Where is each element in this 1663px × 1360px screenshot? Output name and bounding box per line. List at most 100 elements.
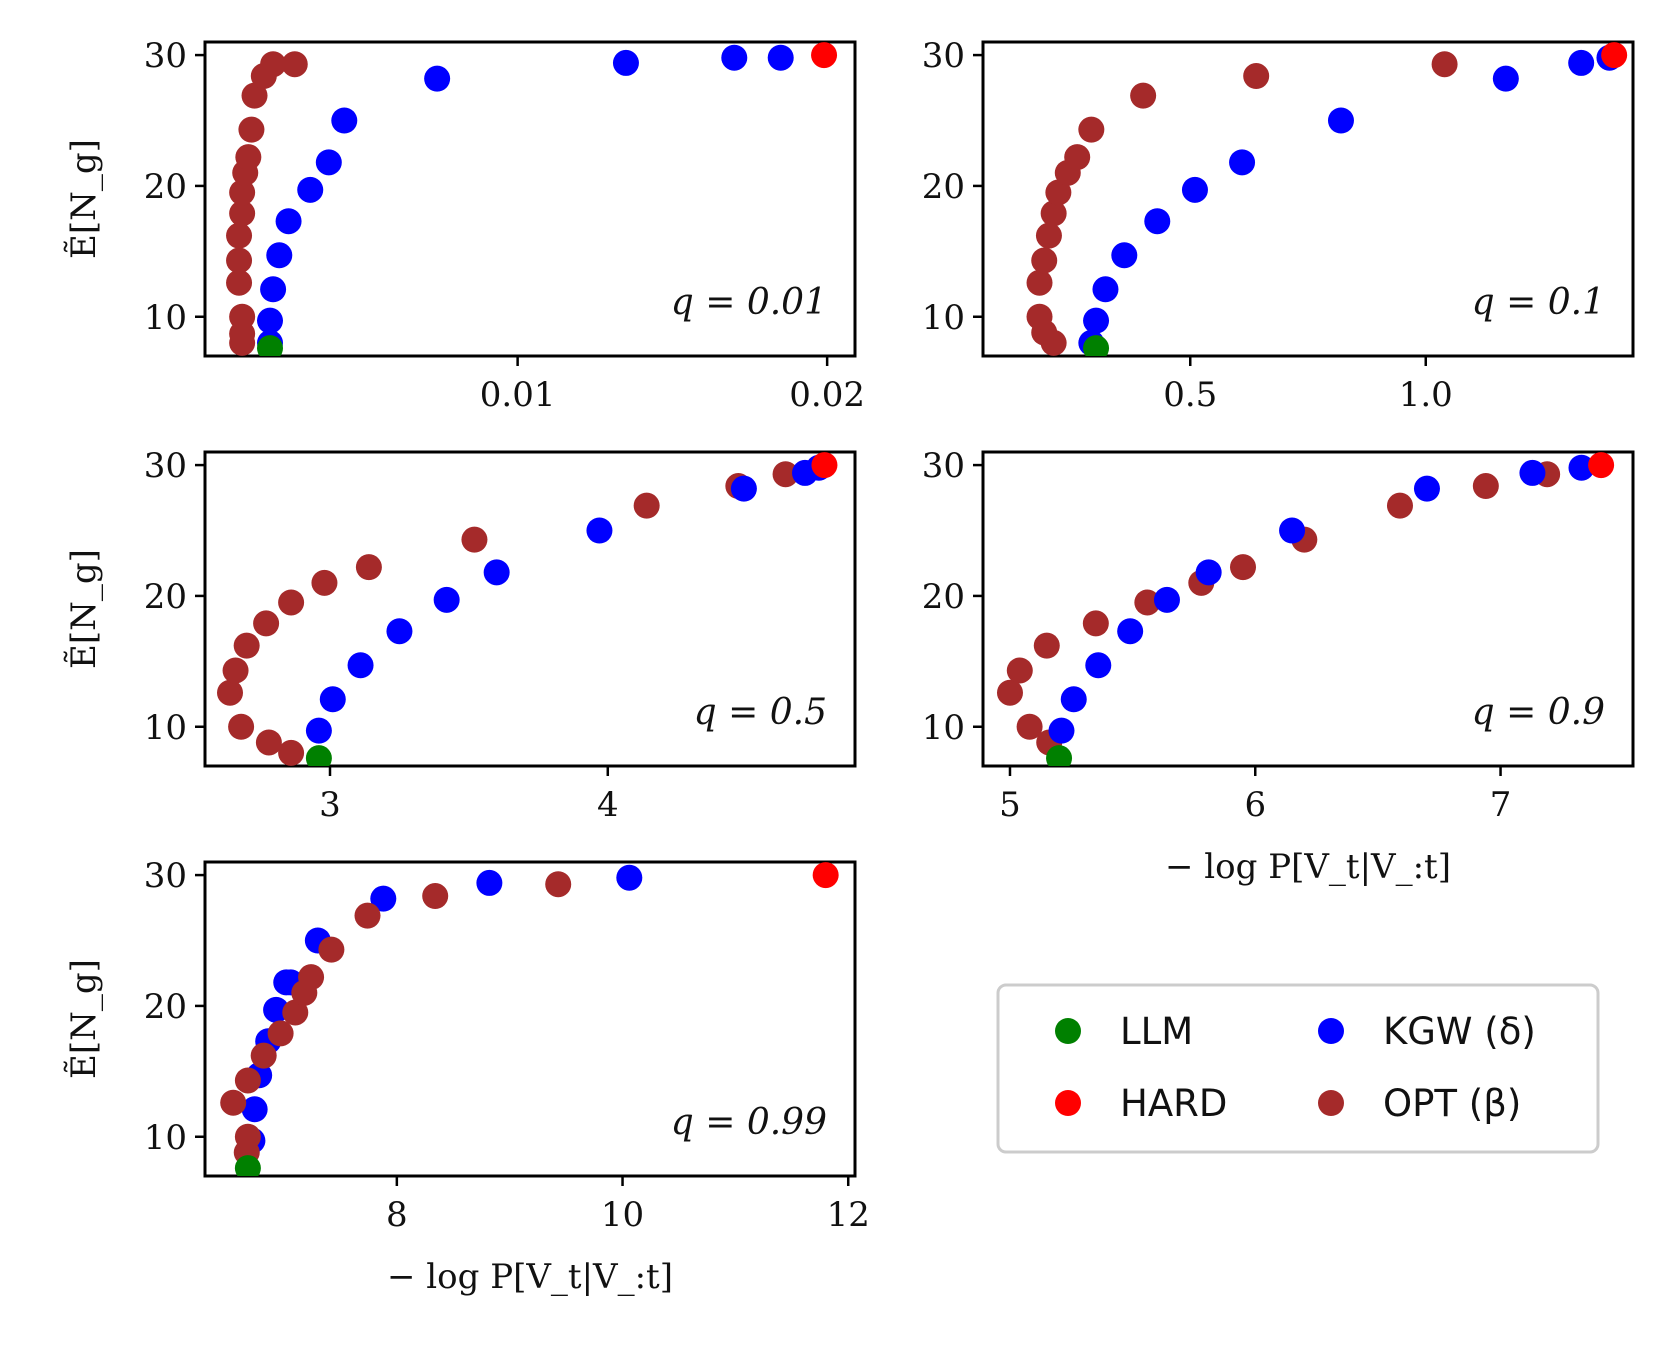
y-tick-label: 30 <box>922 446 965 486</box>
point-kgw <box>305 717 332 744</box>
point-opt <box>1431 51 1458 78</box>
legend-label-hard: HARD <box>1120 1082 1227 1125</box>
y-tick-label: 20 <box>144 167 187 207</box>
point-kgw <box>1492 65 1519 92</box>
point-opt <box>260 51 287 78</box>
point-opt <box>633 492 660 519</box>
y-tick-label: 10 <box>922 708 965 748</box>
point-llm <box>305 745 332 766</box>
y-tick-label: 30 <box>144 856 187 896</box>
x-tick-label: 7 <box>1490 785 1512 825</box>
plot-frame <box>203 860 857 1178</box>
point-kgw <box>1048 717 1075 744</box>
x-tick-label: 5 <box>999 785 1021 825</box>
point-kgw <box>266 242 293 269</box>
point-opt <box>545 871 572 898</box>
legend: LLM HARD KGW (δ) OPT (β) <box>996 983 1600 1154</box>
point-opt <box>241 82 268 109</box>
point-opt <box>1082 610 1109 637</box>
point-kgw <box>1229 149 1256 176</box>
point-opt <box>217 679 243 706</box>
y-axis-label: Ẽ[N_g] <box>64 139 104 259</box>
point-kgw <box>586 517 613 544</box>
point-llm <box>1083 335 1110 356</box>
y-tick-label: 30 <box>922 36 965 76</box>
point-opt <box>1016 713 1043 740</box>
point-kgw <box>1153 586 1180 613</box>
y-tick-label: 30 <box>144 36 187 76</box>
point-opt <box>1026 269 1053 296</box>
point-llm <box>257 335 283 356</box>
point-opt <box>461 526 488 553</box>
point-opt <box>253 610 280 637</box>
scatter-points <box>220 862 839 1176</box>
point-kgw <box>1568 49 1595 76</box>
point-opt <box>1230 554 1256 581</box>
point-kgw <box>370 885 397 912</box>
x-tick-label: 8 <box>386 1195 408 1235</box>
point-kgw <box>1083 307 1110 334</box>
point-kgw <box>319 686 346 713</box>
x-tick-label: 10 <box>601 1195 644 1235</box>
x-tick-label: 3 <box>319 785 341 825</box>
y-axis-label: Ẽ[N_g] <box>64 549 104 669</box>
scatter-points <box>1026 42 1628 356</box>
point-opt <box>298 964 325 991</box>
point-kgw <box>275 208 302 235</box>
legend-label-kgw: KGW (δ) <box>1383 1010 1536 1053</box>
y-tick-label: 10 <box>922 298 965 338</box>
point-kgw <box>1144 208 1171 235</box>
point-kgw <box>1568 454 1595 481</box>
plot-frame <box>203 450 857 768</box>
point-opt <box>1035 222 1062 249</box>
point-kgw <box>1117 618 1144 645</box>
point-opt <box>318 936 345 963</box>
x-tick-label: 6 <box>1244 785 1266 825</box>
y-tick-label: 10 <box>144 1118 187 1158</box>
point-kgw <box>1413 475 1440 502</box>
point-opt <box>282 999 309 1026</box>
point-opt <box>229 303 256 330</box>
point-kgw <box>257 307 283 334</box>
point-llm <box>1046 745 1073 766</box>
point-opt <box>355 554 382 581</box>
scatter-points <box>226 42 838 356</box>
point-opt <box>229 200 256 227</box>
legend-marker-llm <box>1055 1018 1081 1044</box>
x-tick-label: 0.02 <box>789 375 865 415</box>
point-kgw <box>730 475 757 502</box>
point-hard <box>1588 452 1615 479</box>
panel-1: 10 20 30 0.01 0.02 Ẽ[N_g]q = 0.01 <box>64 36 865 415</box>
point-kgw <box>241 1096 268 1123</box>
point-opt <box>250 1042 277 1069</box>
x-tick-label: 4 <box>597 785 619 825</box>
point-opt <box>1130 82 1157 109</box>
legend-label-opt: OPT (β) <box>1383 1082 1521 1125</box>
point-opt <box>229 179 256 206</box>
legend-frame <box>996 983 1600 1154</box>
legend-marker-kgw <box>1318 1018 1344 1044</box>
point-hard <box>811 452 838 479</box>
legend-label-llm: LLM <box>1120 1010 1193 1053</box>
point-opt <box>1134 589 1161 616</box>
point-opt <box>311 569 338 596</box>
panel-title: q = 0.99 <box>671 1102 827 1143</box>
point-hard <box>1601 42 1628 69</box>
point-hard <box>811 42 838 69</box>
point-opt <box>1064 144 1091 171</box>
point-opt <box>234 1067 261 1094</box>
point-opt <box>1006 657 1033 684</box>
point-opt <box>267 1020 294 1047</box>
point-kgw <box>433 586 460 613</box>
x-tick-label: 0.01 <box>480 375 556 415</box>
point-opt <box>1026 303 1053 330</box>
point-kgw <box>1111 242 1138 269</box>
point-opt <box>1243 63 1270 90</box>
point-opt <box>234 1123 261 1150</box>
x-axis-label: − log P[V_t|V_:t] <box>1165 847 1451 887</box>
scatter-points <box>996 452 1615 766</box>
y-tick-label: 20 <box>144 987 187 1027</box>
y-tick-label: 10 <box>144 298 187 338</box>
point-kgw <box>1327 107 1354 134</box>
point-kgw <box>263 996 290 1023</box>
